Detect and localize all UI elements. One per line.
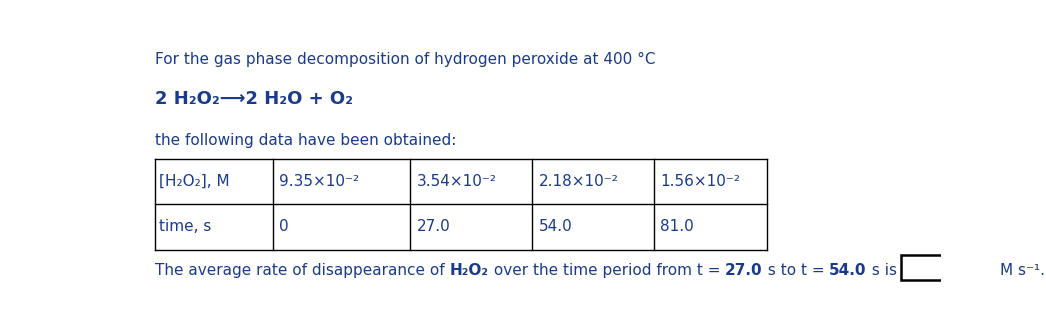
Text: 81.0: 81.0 — [660, 219, 693, 235]
Text: 54.0: 54.0 — [829, 263, 866, 278]
Text: 0: 0 — [279, 219, 289, 235]
Text: time, s: time, s — [159, 219, 211, 235]
Text: The average rate of disappearance of: The average rate of disappearance of — [155, 263, 450, 278]
Text: 2.18×10⁻²: 2.18×10⁻² — [539, 174, 618, 189]
Bar — [902, 255, 995, 280]
Text: 54.0: 54.0 — [539, 219, 572, 235]
Text: [H₂O₂], M: [H₂O₂], M — [159, 174, 230, 189]
Text: s is: s is — [866, 263, 902, 278]
Text: 1.56×10⁻²: 1.56×10⁻² — [660, 174, 741, 189]
Text: 27.0: 27.0 — [417, 219, 451, 235]
Text: H₂O₂: H₂O₂ — [450, 263, 488, 278]
Text: For the gas phase decomposition of hydrogen peroxide at 400 °C: For the gas phase decomposition of hydro… — [155, 52, 656, 67]
Text: the following data have been obtained:: the following data have been obtained: — [155, 133, 456, 148]
Text: over the time period from t =: over the time period from t = — [488, 263, 725, 278]
Text: 27.0: 27.0 — [725, 263, 763, 278]
Text: s to t =: s to t = — [763, 263, 829, 278]
Text: M s⁻¹.: M s⁻¹. — [1000, 263, 1045, 278]
Text: 2 H₂O₂⟶2 H₂O + O₂: 2 H₂O₂⟶2 H₂O + O₂ — [155, 90, 354, 108]
Text: 3.54×10⁻²: 3.54×10⁻² — [417, 174, 497, 189]
Text: 9.35×10⁻²: 9.35×10⁻² — [279, 174, 359, 189]
